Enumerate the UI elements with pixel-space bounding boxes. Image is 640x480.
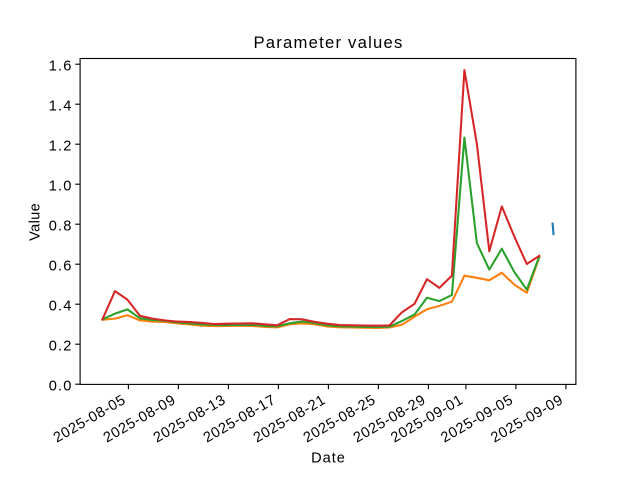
svg-text:1.2: 1.2 — [49, 139, 73, 155]
svg-text:Value: Value — [28, 203, 44, 241]
svg-text:0.4: 0.4 — [49, 299, 73, 315]
svg-text:Date: Date — [311, 451, 346, 467]
svg-text:0.8: 0.8 — [49, 219, 73, 235]
svg-text:0.6: 0.6 — [49, 259, 73, 275]
svg-text:Parameter values: Parameter values — [253, 33, 403, 52]
svg-text:1.4: 1.4 — [49, 99, 73, 115]
svg-text:1.0: 1.0 — [49, 179, 73, 195]
svg-text:1.6: 1.6 — [49, 59, 73, 75]
svg-text:0.2: 0.2 — [49, 339, 73, 355]
svg-text:0.0: 0.0 — [49, 379, 73, 395]
